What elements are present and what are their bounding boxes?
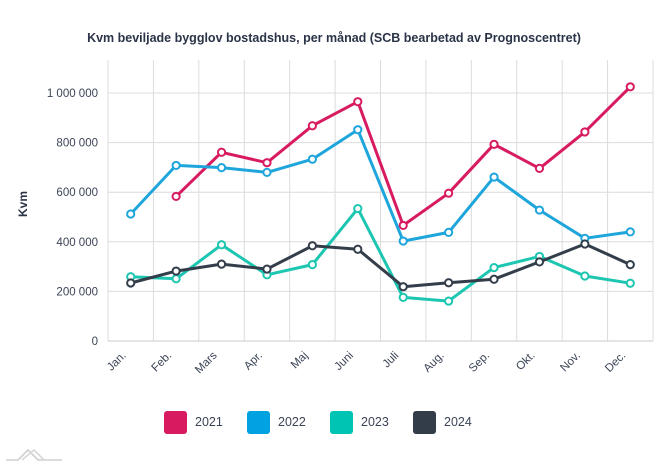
legend-swatch-2021 (164, 410, 187, 434)
data-point-2021-8[interactable] (489, 139, 499, 149)
data-point-2022-3[interactable] (262, 167, 272, 177)
data-point-2021-1[interactable] (171, 191, 181, 202)
data-point-2023-8[interactable] (489, 262, 499, 273)
data-point-2024-10[interactable] (580, 239, 590, 249)
legend-label: 2022 (278, 415, 306, 429)
y-tick-label: 400 000 (56, 237, 98, 249)
x-tick-label: Mars (193, 349, 220, 376)
series-group (126, 82, 635, 306)
data-point-2022-1[interactable] (171, 160, 181, 171)
legend-item-2022[interactable]: 2022 (247, 410, 306, 434)
data-point-2021-4[interactable] (307, 121, 317, 131)
data-point-2021-6[interactable] (398, 220, 408, 231)
x-tick-label: Okt. (514, 350, 537, 373)
x-axis-ticks: Jan. Feb. Mars Apr. Maj Juni Juli Aug. Sep. Okt. N… (105, 349, 628, 376)
data-point-2024-5[interactable] (353, 244, 363, 254)
chart-title: Kvm beviljade bygglov bostadshus, per må… (87, 31, 581, 45)
legend-label: 2024 (444, 415, 472, 429)
x-tick-label: Juni (333, 350, 356, 373)
data-point-2022-5[interactable] (353, 125, 363, 135)
data-point-2021-3[interactable] (262, 158, 272, 168)
x-tick-label: Jan. (105, 350, 129, 374)
data-point-2023-7[interactable] (444, 296, 454, 306)
legend-item-2023[interactable]: 2023 (330, 410, 389, 434)
legend-swatch-2022 (247, 410, 270, 434)
data-point-2022-7[interactable] (444, 227, 454, 237)
data-point-2024-0[interactable] (126, 278, 136, 288)
data-point-2022-11[interactable] (625, 227, 635, 237)
x-tick-label: Feb. (149, 350, 174, 375)
data-point-2024-3[interactable] (262, 264, 272, 274)
legend-item-2024[interactable]: 2024 (413, 410, 472, 434)
data-point-2021-2[interactable] (216, 147, 227, 157)
data-point-2023-2[interactable] (216, 240, 227, 250)
data-point-2024-7[interactable] (444, 278, 454, 288)
legend-label: 2023 (361, 415, 389, 429)
data-point-2024-8[interactable] (489, 274, 499, 284)
data-point-2023-4[interactable] (307, 260, 317, 270)
x-tick-label: Juli (381, 350, 402, 371)
series-2024 (126, 239, 635, 292)
data-point-2022-2[interactable] (216, 163, 227, 173)
x-tick-label: Maj (289, 350, 311, 372)
x-tick-label: Nov. (558, 350, 583, 375)
gridlines (107, 60, 654, 342)
legend: 2021 2022 2023 2024 (0, 410, 669, 436)
y-axis-ticks: 0 200 000 400 000 600 000 800 000 1 000 000 (47, 88, 98, 348)
data-point-2023-10[interactable] (580, 271, 590, 281)
data-point-2022-8[interactable] (489, 172, 499, 182)
data-point-2023-11[interactable] (625, 278, 635, 288)
y-tick-label: 200 000 (56, 286, 98, 298)
data-point-2024-6[interactable] (398, 282, 408, 292)
data-point-2024-2[interactable] (216, 259, 227, 269)
data-point-2023-1[interactable] (171, 274, 181, 284)
y-tick-label: 1 000 000 (47, 88, 98, 100)
x-tick-label: Apr. (242, 350, 265, 373)
x-tick-label: Aug. (422, 350, 447, 375)
data-point-2023-5[interactable] (353, 203, 363, 214)
data-point-2024-4[interactable] (307, 241, 317, 251)
data-point-2024-9[interactable] (534, 257, 545, 267)
data-point-2021-9[interactable] (534, 163, 545, 173)
x-tick-label: Sep. (467, 350, 492, 375)
legend-swatch-2023 (330, 410, 353, 434)
data-point-2021-5[interactable] (353, 97, 363, 107)
line-chart: Kvm beviljade bygglov bostadshus, per må… (16, 31, 654, 376)
y-tick-label: 0 (92, 336, 98, 348)
data-point-2021-10[interactable] (580, 127, 590, 137)
series-line-2024 (129, 242, 632, 289)
series-2022 (126, 125, 635, 246)
data-point-2021-7[interactable] (444, 188, 454, 198)
data-point-2022-6[interactable] (398, 236, 408, 246)
y-tick-label: 600 000 (56, 187, 98, 199)
y-axis-label: Kvm (16, 191, 30, 217)
data-point-2023-6[interactable] (398, 292, 408, 302)
legend-item-2021[interactable]: 2021 (164, 410, 223, 434)
data-point-2022-9[interactable] (534, 205, 545, 215)
x-tick-label: Dec. (603, 350, 628, 375)
data-point-2024-1[interactable] (171, 266, 181, 276)
data-point-2024-11[interactable] (625, 260, 635, 270)
y-tick-label: 800 000 (56, 138, 98, 150)
data-point-2021-11[interactable] (625, 82, 635, 92)
legend-label: 2021 (195, 415, 223, 429)
legend-swatch-2024 (413, 410, 436, 434)
series-line-2022 (129, 128, 632, 243)
mountain-logo-icon (6, 448, 62, 461)
series-2021 (171, 82, 635, 231)
data-point-2022-0[interactable] (126, 209, 136, 219)
data-point-2022-4[interactable] (307, 154, 317, 164)
